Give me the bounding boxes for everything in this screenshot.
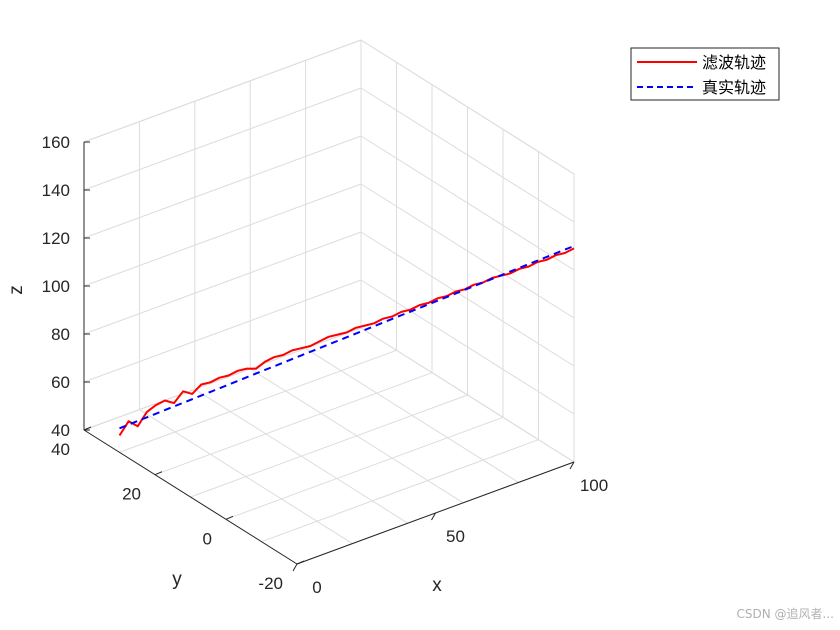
z-tick-label: 40: [51, 421, 70, 440]
y-tick-mark: [154, 471, 163, 476]
series-line-filtered: [118, 247, 575, 437]
grid-line: [261, 439, 539, 543]
grid-line: [360, 231, 575, 367]
x-tick-label: 0: [312, 578, 321, 597]
z-tick-label: 60: [51, 373, 70, 392]
z-axis-label: z: [6, 285, 27, 295]
grid-line: [225, 416, 504, 520]
series-layer: [118, 245, 575, 437]
z-tick-label: 80: [51, 325, 70, 344]
y-tick-label: 20: [122, 485, 141, 504]
y-tick-mark: [225, 515, 234, 520]
y-axis-label: y: [172, 569, 182, 590]
x-axis-label: x: [432, 575, 442, 596]
z-tick-label: 120: [42, 229, 70, 248]
z-tick-label: 140: [42, 181, 70, 200]
y-tick-label: 0: [203, 529, 212, 548]
grid-line: [190, 394, 468, 498]
grid-line: [119, 349, 397, 453]
grid-line: [83, 231, 362, 335]
grid-line: [83, 135, 362, 239]
x-tick-mark: [569, 461, 575, 470]
grid-line: [83, 279, 362, 383]
y-tick-label: -20: [258, 574, 283, 593]
grid-line: [360, 183, 575, 319]
grid-line: [83, 183, 362, 287]
x-tick-mark: [431, 512, 436, 521]
box-edge: [360, 39, 575, 175]
legend-label-true: 真实轨迹: [702, 78, 766, 97]
x-tick-label: 100: [580, 476, 608, 495]
watermark: CSDN @追风者...: [737, 606, 834, 621]
legend-label-filtered: 滤波轨迹: [702, 53, 766, 72]
box-edge: [83, 39, 362, 143]
grid-line: [360, 279, 575, 415]
z-tick-label: 100: [42, 277, 70, 296]
grid-line: [360, 135, 575, 271]
legend-box: [630, 47, 780, 101]
y-axis-line: [83, 429, 298, 565]
x-tick-label: 50: [446, 527, 465, 546]
y-tick-label: 40: [51, 440, 70, 459]
grid-line: [154, 372, 433, 476]
grid-lines: [83, 39, 575, 565]
grid-line: [83, 87, 362, 191]
legend: 滤波轨迹 真实轨迹: [630, 47, 780, 101]
y-tick-mark: [296, 560, 305, 565]
grid-line: [360, 87, 575, 223]
axes-box: [83, 141, 575, 572]
grid-line: [83, 327, 362, 431]
z-tick-label: 160: [42, 133, 70, 152]
series-line-true: [119, 245, 575, 430]
x-tick-mark: [292, 563, 298, 572]
